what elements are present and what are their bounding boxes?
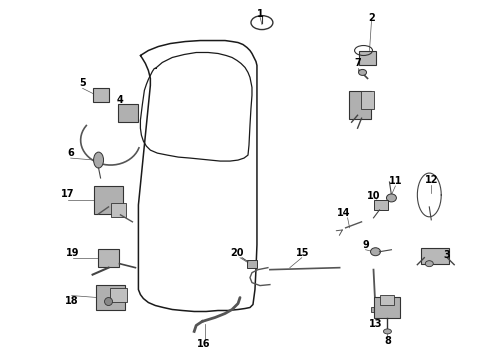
Bar	[361, 91, 374, 109]
Ellipse shape	[384, 329, 392, 334]
Text: 3: 3	[444, 250, 451, 260]
Text: 11: 11	[389, 176, 402, 186]
Bar	[359, 51, 376, 66]
Bar	[380, 294, 394, 305]
Bar	[96, 285, 125, 310]
Text: 10: 10	[367, 191, 380, 201]
Ellipse shape	[359, 69, 367, 75]
Bar	[421, 248, 449, 264]
Ellipse shape	[104, 298, 113, 306]
Text: 20: 20	[230, 248, 244, 258]
Ellipse shape	[94, 152, 103, 168]
Bar	[94, 186, 123, 214]
Text: 14: 14	[337, 208, 350, 218]
Bar	[374, 297, 400, 319]
Text: 8: 8	[384, 336, 391, 346]
Bar	[98, 249, 120, 267]
Text: 7: 7	[354, 58, 361, 68]
Text: 2: 2	[368, 13, 375, 23]
Bar	[111, 203, 126, 217]
Bar	[247, 260, 257, 268]
Text: 17: 17	[61, 189, 74, 199]
Text: 12: 12	[424, 175, 438, 185]
Bar	[119, 104, 138, 122]
Text: 6: 6	[67, 148, 74, 158]
Text: 15: 15	[296, 248, 310, 258]
Text: 1: 1	[257, 9, 263, 19]
Text: 19: 19	[66, 248, 79, 258]
Text: 13: 13	[369, 319, 382, 329]
Text: 4: 4	[117, 95, 124, 105]
Text: 5: 5	[79, 78, 86, 88]
Ellipse shape	[425, 261, 433, 267]
Bar	[374, 200, 389, 210]
Bar	[110, 288, 127, 302]
Text: 9: 9	[362, 240, 369, 250]
Bar	[93, 88, 108, 102]
Text: 16: 16	[197, 339, 211, 349]
Bar	[370, 307, 378, 312]
Text: 18: 18	[65, 296, 78, 306]
Ellipse shape	[370, 248, 380, 256]
Bar	[348, 91, 370, 119]
Ellipse shape	[387, 194, 396, 202]
